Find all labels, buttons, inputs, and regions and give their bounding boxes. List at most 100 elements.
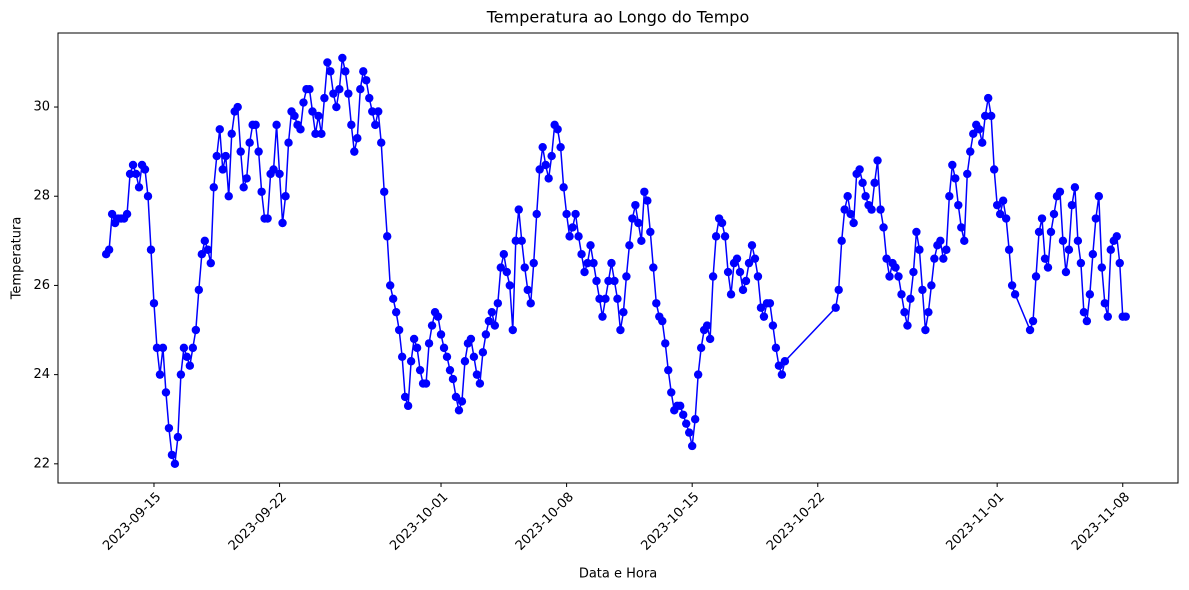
data-point <box>726 290 736 299</box>
data-point <box>176 370 186 379</box>
data-point <box>442 352 452 361</box>
data-point <box>583 258 592 268</box>
data-point <box>741 276 751 286</box>
data-point <box>765 299 775 308</box>
data-point <box>855 165 864 174</box>
data-point <box>1031 272 1041 281</box>
data-point <box>529 258 538 268</box>
data-point <box>125 169 135 179</box>
data-point <box>478 348 488 357</box>
data-point <box>915 245 924 254</box>
data-point <box>1010 290 1020 299</box>
data-point <box>975 125 984 134</box>
data-point <box>894 272 903 281</box>
data-point <box>1004 245 1014 254</box>
data-point <box>209 183 218 192</box>
data-point <box>526 299 535 308</box>
data-point <box>254 147 263 156</box>
data-point <box>499 250 509 259</box>
data-point <box>592 276 601 286</box>
data-point <box>891 263 900 272</box>
data-point <box>948 160 957 170</box>
data-point <box>520 263 529 272</box>
data-point <box>646 227 655 237</box>
data-point <box>717 218 727 228</box>
data-point <box>837 236 846 246</box>
data-point <box>738 285 748 295</box>
data-point <box>517 236 526 246</box>
data-point <box>263 214 272 223</box>
data-point <box>998 196 1008 205</box>
data-point <box>308 107 317 116</box>
data-point <box>1040 254 1050 263</box>
data-point <box>693 370 703 379</box>
data-point <box>284 138 293 147</box>
data-point <box>978 138 987 147</box>
data-point <box>332 102 341 112</box>
data-point <box>720 232 730 241</box>
data-point <box>380 187 389 196</box>
data-point <box>233 102 242 112</box>
data-point <box>1055 187 1065 196</box>
data-point <box>391 307 401 317</box>
data-point <box>406 357 416 366</box>
data-point <box>359 67 368 76</box>
data-point <box>661 339 670 348</box>
data-point <box>496 263 506 272</box>
data-point <box>320 93 329 103</box>
data-point <box>547 151 556 161</box>
data-point <box>314 111 323 121</box>
data-point <box>344 89 353 98</box>
data-point <box>771 343 781 353</box>
data-point <box>448 374 458 384</box>
data-point <box>909 267 918 277</box>
data-point <box>634 218 643 228</box>
data-point <box>759 312 769 321</box>
data-point <box>236 147 245 156</box>
data-point <box>538 142 547 152</box>
data-point <box>849 218 858 228</box>
data-point <box>188 343 198 353</box>
data-point <box>589 258 598 268</box>
data-point <box>574 232 583 241</box>
data-point <box>1073 236 1083 246</box>
data-point <box>577 250 586 259</box>
data-point <box>939 254 948 263</box>
data-point <box>128 160 138 170</box>
data-point <box>281 192 290 201</box>
data-point <box>239 183 248 192</box>
data-point <box>1103 312 1112 321</box>
data-point <box>523 285 532 295</box>
data-point <box>580 267 589 277</box>
y-axis-label: Temperatura <box>10 217 25 301</box>
data-point <box>415 365 425 375</box>
data-point <box>753 272 763 281</box>
data-point <box>945 192 954 201</box>
data-point <box>329 89 338 98</box>
data-point <box>206 258 215 268</box>
data-point <box>598 312 607 321</box>
data-point <box>272 120 281 130</box>
data-point <box>873 156 882 165</box>
data-point <box>1028 316 1038 326</box>
data-point <box>269 165 278 174</box>
data-point <box>921 325 930 335</box>
data-point <box>553 125 562 134</box>
data-point <box>565 232 574 241</box>
data-point <box>640 187 649 196</box>
data-point <box>1064 245 1074 254</box>
data-point <box>484 316 494 326</box>
data-point <box>412 343 422 353</box>
data-point <box>535 165 544 174</box>
data-point <box>424 339 434 348</box>
y-tick-label: 24 <box>33 367 50 382</box>
data-point <box>571 209 580 219</box>
data-point <box>203 245 213 254</box>
data-point <box>831 303 840 312</box>
data-point <box>667 388 676 397</box>
data-point <box>954 200 963 210</box>
data-point <box>723 267 733 277</box>
data-point <box>400 392 410 402</box>
data-point <box>969 129 978 138</box>
